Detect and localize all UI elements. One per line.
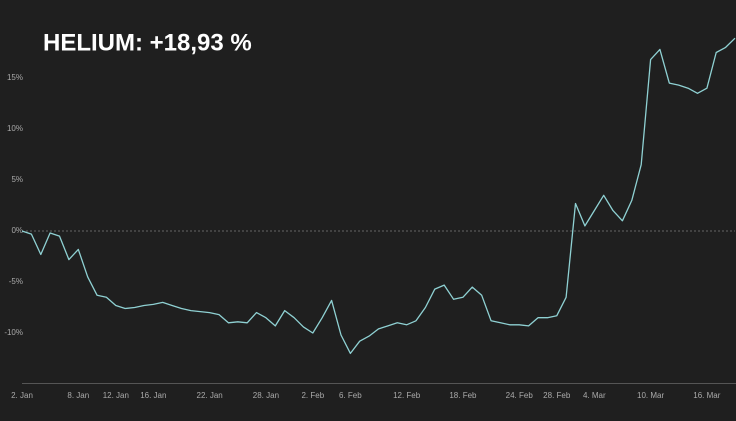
x-tick-label: 6. Feb	[339, 391, 362, 400]
y-tick-label: 10%	[7, 124, 23, 133]
y-tick-label: 5%	[11, 175, 23, 184]
x-tick-label: 24. Feb	[506, 391, 534, 400]
x-tick-label: 10. Mar	[637, 391, 664, 400]
x-tick-label: 2. Feb	[301, 391, 324, 400]
x-tick-label: 18. Feb	[449, 391, 477, 400]
x-tick-label: 8. Jan	[67, 391, 89, 400]
chart-title: HELIUM: +18,93 %	[43, 29, 252, 56]
y-tick-label: -10%	[4, 328, 23, 337]
x-tick-label: 12. Feb	[393, 391, 421, 400]
x-tick-label: 16. Mar	[693, 391, 720, 400]
x-tick-label: 22. Jan	[197, 391, 223, 400]
data-line	[21, 37, 736, 355]
x-tick-label: 4. Mar	[583, 391, 606, 400]
x-tick-label: 28. Jan	[253, 391, 279, 400]
x-tick-label: 12. Jan	[103, 391, 129, 400]
y-tick-label: 0%	[11, 226, 23, 235]
x-tick-label: 2. Jan	[11, 391, 33, 400]
x-tick-label: 28. Feb	[543, 391, 571, 400]
y-tick-label: -5%	[9, 277, 23, 286]
x-tick-label: 16. Jan	[140, 391, 166, 400]
y-tick-label: 15%	[7, 73, 23, 82]
